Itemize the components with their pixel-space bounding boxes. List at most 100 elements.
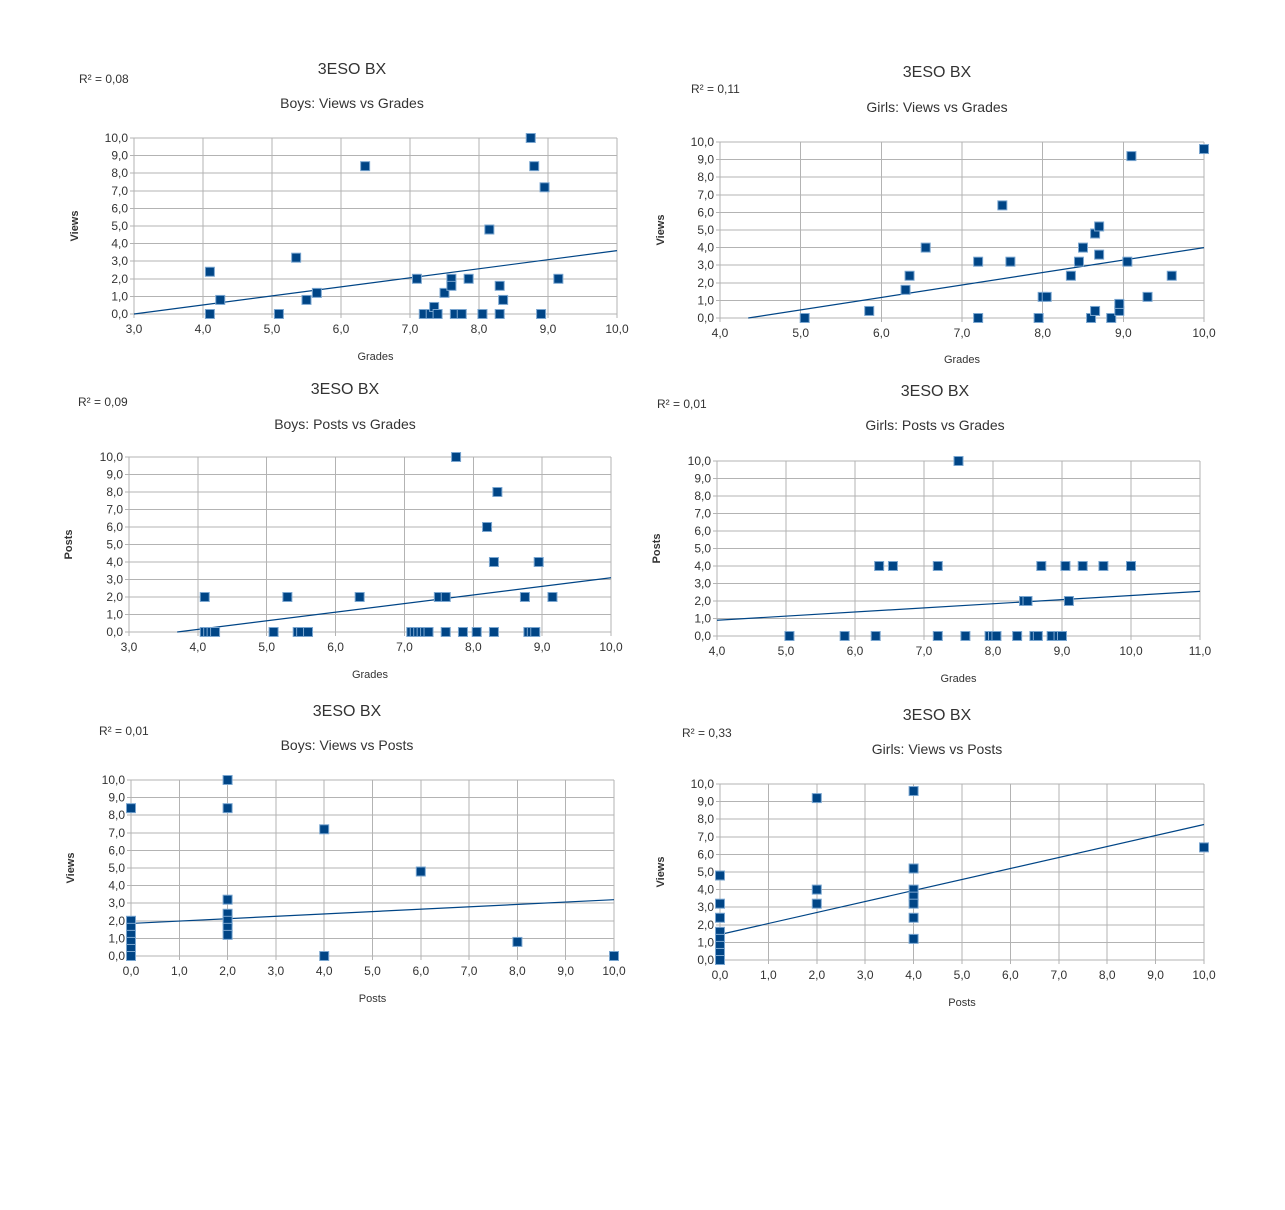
data-point [319, 824, 330, 835]
data-point [715, 898, 725, 909]
data-point [904, 270, 915, 281]
data-point [498, 294, 509, 305]
data-point [268, 627, 279, 637]
x-tick-label: 6,0 [333, 322, 350, 336]
data-point [311, 287, 322, 298]
chart-title: 3ESO BX [903, 707, 972, 724]
data-point [222, 803, 233, 814]
data-point [1041, 291, 1052, 302]
data-point [439, 287, 450, 298]
x-tick-label: 6,0 [327, 640, 344, 654]
x-tick-label: 9,0 [557, 964, 574, 978]
data-point [1098, 561, 1109, 571]
x-tick-label: 6,0 [847, 644, 864, 658]
x-tick-label: 7,0 [402, 322, 419, 336]
y-tick-label: 8,0 [106, 485, 123, 499]
chart-subtitle: Girls: Views vs Grades [866, 99, 1007, 115]
data-point [920, 242, 931, 253]
x-tick-label: 4,0 [712, 326, 729, 340]
x-tick-label: 3,0 [121, 640, 138, 654]
data-point [1065, 270, 1076, 281]
y-tick-label: 4,0 [111, 237, 128, 251]
x-tick-label: 0,0 [712, 968, 729, 982]
y-axis-label: Views [69, 211, 81, 242]
chart-2: 3ESO BX Girls: Views vs Grades R² = 0,11 4,… [655, 64, 1216, 366]
data-point [609, 951, 619, 961]
data-point [1199, 842, 1209, 853]
chart-subtitle: Boys: Views vs Posts [281, 737, 414, 753]
y-tick-label: 10,0 [691, 135, 715, 149]
data-point [1126, 561, 1136, 571]
x-tick-label: 6,0 [412, 964, 429, 978]
data-point [492, 487, 503, 497]
x-tick-label: 10,0 [1192, 326, 1216, 340]
data-point [799, 313, 810, 323]
x-axis-label: Grades [352, 669, 389, 681]
x-axis-label: Grades [357, 351, 394, 363]
data-point [1142, 291, 1153, 302]
x-tick-label: 10,0 [599, 640, 623, 654]
chart-subtitle: Girls: Views vs Posts [872, 741, 1002, 757]
data-point [864, 305, 875, 316]
data-point [900, 284, 911, 295]
x-tick-label: 3,0 [268, 964, 285, 978]
x-tick-label: 5,0 [264, 322, 281, 336]
data-point [533, 557, 544, 567]
y-tick-label: 4,0 [106, 555, 123, 569]
r-squared-label: R² = 0,08 [79, 72, 129, 86]
x-axis-label: Grades [944, 354, 981, 366]
data-point [811, 884, 822, 895]
x-tick-label: 0,0 [123, 964, 140, 978]
data-point [301, 294, 312, 305]
x-tick-label: 3,0 [126, 322, 143, 336]
y-tick-label: 7,0 [111, 184, 128, 198]
x-tick-label: 7,0 [916, 644, 933, 658]
x-tick-label: 9,0 [1054, 644, 1071, 658]
data-point [811, 898, 822, 909]
data-point [932, 561, 943, 571]
r-squared-label: R² = 0,01 [657, 397, 707, 411]
data-point [530, 627, 541, 637]
data-point [222, 929, 233, 940]
x-tick-label: 2,0 [808, 968, 825, 982]
data-point [446, 280, 457, 291]
data-point [423, 627, 434, 637]
data-point [1063, 596, 1074, 606]
x-tick-label: 8,0 [509, 964, 526, 978]
y-tick-label: 9,0 [694, 472, 711, 486]
data-point [715, 870, 725, 881]
data-point [1036, 561, 1047, 571]
data-point [908, 786, 919, 797]
data-point [222, 894, 233, 905]
data-point [1057, 631, 1067, 641]
y-tick-label: 2,0 [697, 918, 714, 932]
data-point [488, 627, 499, 637]
data-point [887, 561, 898, 571]
data-point [519, 592, 530, 602]
data-point [547, 592, 558, 602]
data-point [908, 933, 919, 944]
y-tick-label: 1,0 [111, 289, 128, 303]
trend-line [716, 590, 1201, 621]
data-point [463, 273, 474, 284]
y-tick-label: 6,0 [106, 520, 123, 534]
y-tick-label: 6,0 [108, 843, 125, 857]
data-point [319, 951, 330, 961]
y-tick-label: 7,0 [694, 507, 711, 521]
y-tick-label: 6,0 [111, 201, 128, 215]
x-tick-label: 5,0 [954, 968, 971, 982]
y-axis-label: Views [65, 853, 77, 884]
data-point [484, 224, 495, 235]
data-point [553, 273, 564, 284]
data-point [354, 592, 365, 602]
chart-subtitle: Girls: Posts vs Grades [865, 417, 1004, 433]
y-tick-label: 3,0 [106, 573, 123, 587]
x-tick-label: 1,0 [171, 964, 188, 978]
trend-line [177, 577, 612, 633]
x-tick-label: 8,0 [1034, 326, 1051, 340]
data-point [1073, 256, 1084, 267]
r-squared-label: R² = 0,01 [99, 724, 149, 738]
y-tick-label: 0,0 [694, 629, 711, 643]
y-tick-label: 7,0 [108, 826, 125, 840]
trend-line [133, 250, 618, 315]
